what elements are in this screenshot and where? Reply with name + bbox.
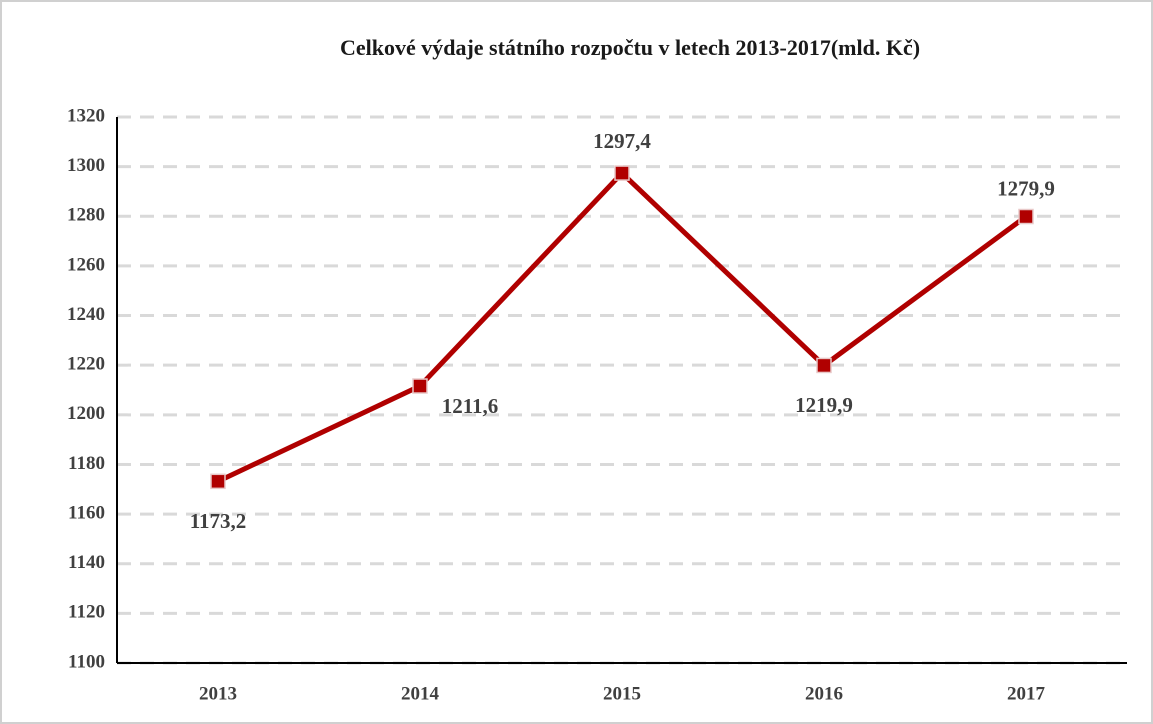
- y-tick-label: 1120: [68, 602, 105, 623]
- x-tick-label: 2013: [199, 683, 237, 704]
- data-marker: [614, 165, 630, 181]
- y-tick-label: 1200: [67, 403, 105, 424]
- x-tick-label: 2014: [401, 683, 440, 704]
- y-tick-label: 1280: [67, 205, 105, 226]
- data-label: 1173,2: [190, 509, 247, 533]
- y-tick-label: 1180: [68, 453, 105, 474]
- y-tick-label: 1100: [68, 651, 105, 672]
- data-marker: [210, 473, 226, 490]
- y-tick-label: 1140: [68, 552, 105, 573]
- x-tick-label: 2017: [1007, 683, 1046, 704]
- data-marker: [816, 357, 832, 374]
- y-tick-label: 1160: [68, 502, 105, 523]
- data-label: 1211,6: [442, 394, 499, 418]
- y-tick-label: 1220: [67, 354, 105, 375]
- x-tick-label: 2015: [603, 683, 641, 704]
- chart-title: Celkové výdaje státního rozpočtu v letec…: [340, 35, 920, 60]
- x-tick-label: 2016: [805, 683, 843, 704]
- y-tick-label: 1320: [67, 105, 105, 126]
- data-label: 1297,4: [593, 129, 651, 153]
- data-marker: [1018, 208, 1034, 225]
- data-marker: [412, 378, 428, 394]
- y-tick-label: 1300: [67, 155, 105, 176]
- y-tick-label: 1260: [67, 254, 105, 275]
- data-label: 1219,9: [795, 393, 853, 417]
- data-label: 1279,9: [997, 176, 1055, 200]
- y-tick-label: 1240: [67, 304, 105, 325]
